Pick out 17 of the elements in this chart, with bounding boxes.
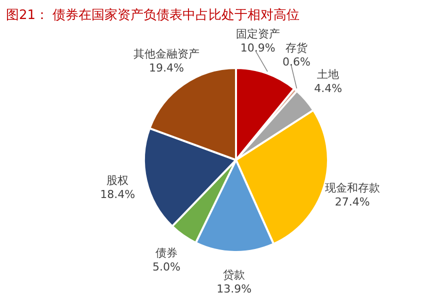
data-label: 10.9% (240, 42, 276, 55)
slice-label: 债券 (155, 246, 178, 260)
data-label: 5.0% (152, 260, 180, 274)
data-label: 0.6% (282, 56, 310, 69)
slice-label: 现金和存款 (324, 182, 380, 195)
data-label: 4.4% (314, 82, 342, 95)
slice-label: 其他金融资产 (133, 47, 200, 60)
slice-label: 固定资产 (236, 28, 280, 41)
slice-label: 存货 (285, 42, 308, 55)
slice-label: 股权 (106, 174, 129, 188)
data-label: 13.9% (216, 282, 252, 296)
data-label: 18.4% (100, 188, 136, 202)
slice-label: 土地 (317, 68, 340, 81)
slice-label: 贷款 (223, 268, 246, 282)
chart-title: 图21： 债券在国家资产负债表中占比处于相对高位 (6, 7, 300, 23)
data-label: 27.4% (334, 196, 370, 209)
data-label: 19.4% (149, 61, 184, 74)
